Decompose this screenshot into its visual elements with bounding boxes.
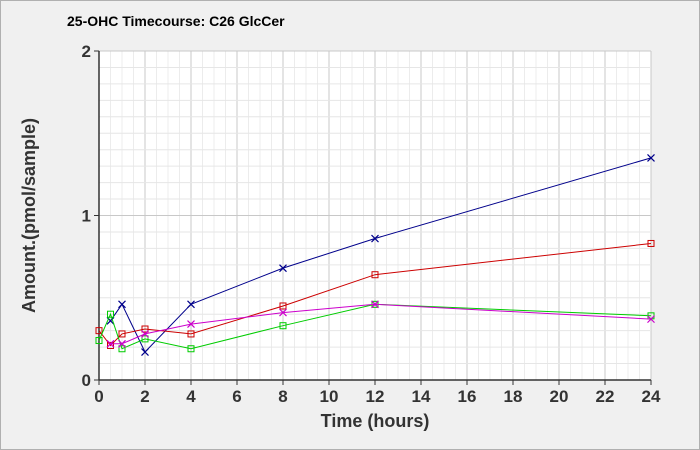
data-point-marker [647,239,655,247]
data-point-marker [107,341,114,349]
data-point-marker [141,330,149,338]
x-tick-label: 0 [94,387,103,406]
y-axis-label: Amount.(pmol/sample) [19,118,39,313]
data-point-marker [371,234,379,243]
data-point-marker [95,327,103,335]
data-point-marker [106,339,115,348]
x-tick-label: 12 [366,387,385,406]
y-tick-label: 0 [82,371,91,390]
x-tick-label: 16 [458,387,477,406]
data-point-marker [118,330,126,338]
x-tick-label: 4 [186,387,196,406]
series-group [95,154,655,356]
x-tick-label: 18 [504,387,523,406]
x-tick-label: 20 [550,387,569,406]
data-point-marker [141,335,149,343]
data-point-marker [279,322,287,330]
data-point-marker [118,300,126,309]
grid [98,50,652,381]
series-1 [106,154,655,356]
data-point-marker [118,339,126,348]
x-axis-label: Time (hours) [321,411,430,431]
data-point-marker [371,300,379,309]
x-tick-label: 22 [596,387,615,406]
y-tick-label: 2 [82,42,91,61]
data-point-marker [141,325,149,333]
y-tick-label: 1 [82,207,91,226]
data-point-marker [107,310,114,318]
data-point-marker [647,315,655,324]
data-point-marker [647,154,655,162]
chart-title: 25-OHC Timecourse: C26 GlcCer [67,13,285,29]
data-point-marker [371,271,379,279]
data-point-marker [118,345,126,353]
x-tick-label: 6 [232,387,241,406]
x-tick-label: 10 [320,387,339,406]
data-point-marker [95,337,103,345]
data-point-marker [187,345,195,353]
axes [94,50,652,385]
data-point-marker [141,348,149,356]
data-point-marker [187,320,195,328]
series-line [98,303,652,350]
data-point-marker [187,330,195,338]
data-point-marker [279,264,287,273]
data-point-marker [279,308,287,317]
data-point-marker [187,300,195,309]
x-tick-label: 24 [642,387,661,406]
data-point-marker [279,302,287,310]
x-tick-label: 8 [278,387,287,406]
x-tick-label: 14 [412,387,431,406]
series-4 [106,300,655,348]
x-tick-label: 2 [140,387,149,406]
